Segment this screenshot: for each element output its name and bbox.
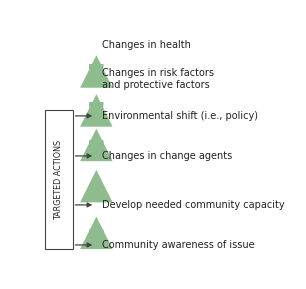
Text: Develop needed community capacity: Develop needed community capacity <box>102 200 285 210</box>
Text: Changes in risk factors
and protective factors: Changes in risk factors and protective f… <box>102 68 214 90</box>
Text: Changes in health: Changes in health <box>102 40 191 50</box>
Text: Community awareness of issue: Community awareness of issue <box>102 240 255 250</box>
Text: TARGETED ACTIONS: TARGETED ACTIONS <box>54 140 64 220</box>
Text: Changes in change agents: Changes in change agents <box>102 151 233 161</box>
FancyBboxPatch shape <box>45 110 73 249</box>
Text: Environmental shift (i.e., policy): Environmental shift (i.e., policy) <box>102 111 258 121</box>
